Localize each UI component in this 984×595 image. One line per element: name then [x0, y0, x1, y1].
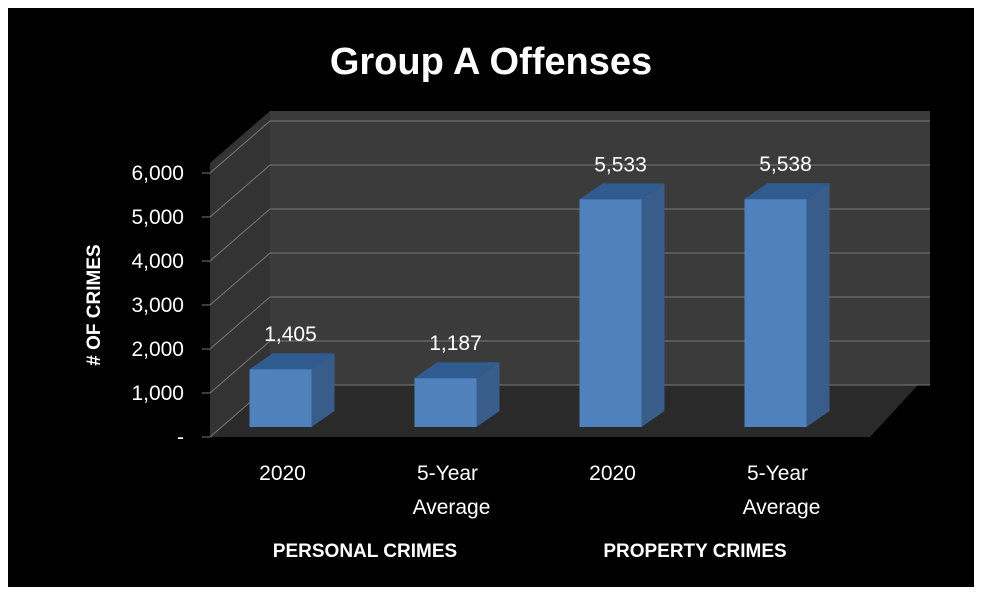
bar: [744, 183, 830, 427]
x-tick-label-line: Average: [743, 496, 821, 519]
gridline: [209, 340, 930, 394]
y-axis-ticks: - 1,000 2,000 3,000 4,000 5,000 6,000: [131, 162, 210, 449]
x-tick-label: 2020: [259, 462, 306, 485]
x-tick-label: 5-Year Average: [743, 462, 821, 519]
y-tick-label: 4,000: [131, 250, 184, 273]
bar-side: [806, 183, 830, 427]
bar-side: [641, 183, 665, 427]
bar-front: [414, 378, 477, 427]
y-axis-title: # OF CRIMES: [84, 244, 105, 365]
x-tick-label-line: 2020: [259, 462, 306, 485]
y-tick-label: 1,000: [131, 382, 184, 405]
y-tick-label: 3,000: [131, 294, 184, 317]
data-labels: 1,405 1,187 5,533 5,538: [264, 153, 812, 355]
bars: [249, 183, 830, 427]
x-tick-label: 5-Year Average: [413, 462, 491, 519]
x-group-label: PERSONAL CRIMES: [273, 541, 457, 562]
chart-title: Group A Offenses: [330, 41, 652, 83]
side-wall: [210, 111, 270, 437]
y-tick-label: -: [177, 426, 184, 449]
x-axis-groups: PERSONAL CRIMES PROPERTY CRIMES: [273, 541, 787, 562]
gridline: [209, 164, 930, 218]
bar-top: [414, 362, 500, 379]
bar-front: [744, 199, 807, 427]
x-tick-label-line: 5-Year: [747, 462, 808, 485]
x-group-label: PROPERTY CRIMES: [603, 541, 786, 562]
x-axis-categories: 2020 5-Year Average 2020 5-Year Average: [259, 462, 820, 519]
data-label: 5,533: [594, 153, 647, 176]
gridline: [209, 120, 930, 174]
x-tick-label: 2020: [589, 462, 636, 485]
bar-top: [579, 183, 665, 200]
data-label: 1,187: [429, 332, 482, 355]
x-tick-label-line: 5-Year: [417, 462, 478, 485]
bar-top: [744, 183, 830, 200]
data-label: 5,538: [759, 153, 812, 176]
bar-top: [249, 353, 335, 370]
gridline: [209, 208, 930, 262]
bar: [579, 183, 665, 427]
gridline: [209, 252, 930, 306]
bar-side: [476, 362, 500, 427]
gridline: [209, 296, 930, 350]
bar: [249, 353, 335, 427]
floor: [210, 385, 918, 437]
bar-front: [249, 369, 312, 427]
y-tick-label: 2,000: [131, 338, 184, 361]
bar: [414, 362, 500, 427]
y-tick-label: 6,000: [131, 162, 184, 185]
x-tick-label-line: Average: [413, 496, 491, 519]
bar-front: [579, 199, 642, 427]
y-tick-label: 5,000: [131, 206, 184, 229]
x-tick-label-line: 2020: [589, 462, 636, 485]
data-label: 1,405: [264, 323, 317, 346]
bar-side: [311, 353, 335, 427]
